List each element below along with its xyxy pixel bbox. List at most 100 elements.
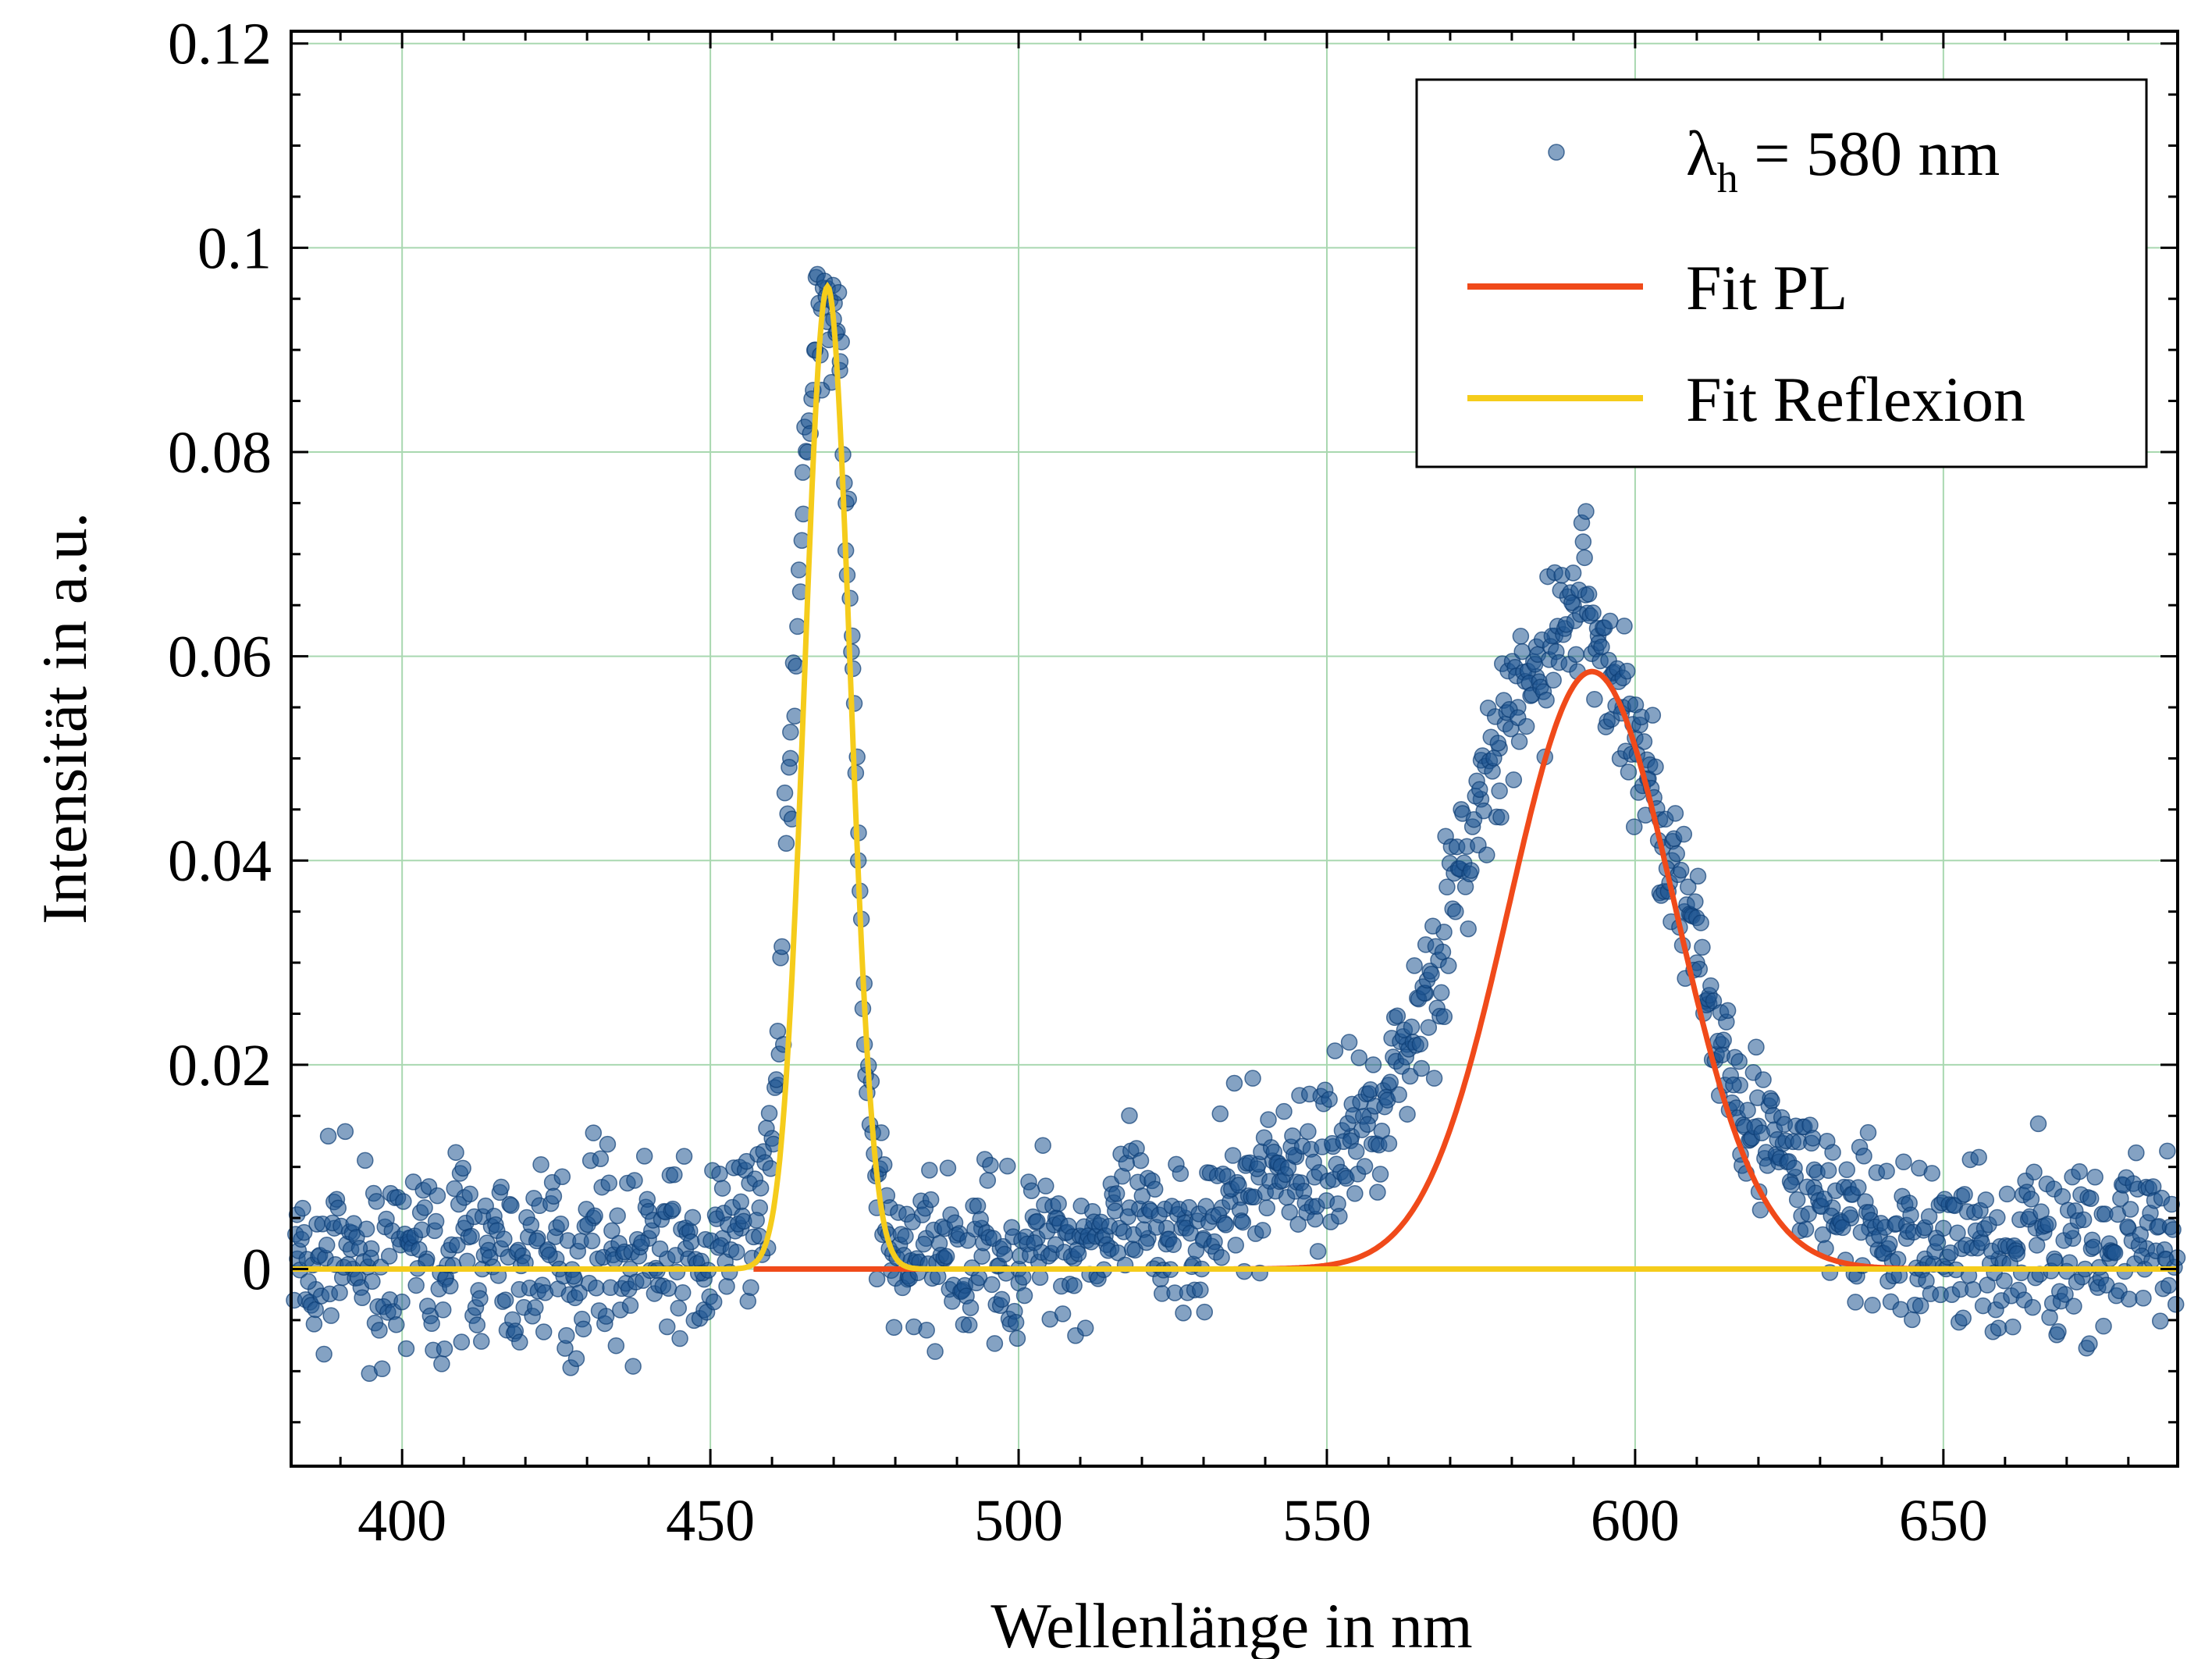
legend: λh = 580 nm Fit PL Fit Reflexion — [1415, 78, 2148, 468]
data-point — [1227, 1237, 1244, 1254]
data-point — [1880, 1235, 1898, 1253]
data-point — [1889, 1251, 1907, 1268]
data-point — [434, 1301, 452, 1319]
data-point — [2028, 1237, 2046, 1254]
data-point — [996, 1245, 1013, 1263]
data-point — [794, 464, 812, 481]
data-point — [329, 1199, 347, 1217]
data-point — [454, 1159, 471, 1177]
data-point — [1786, 1159, 1803, 1177]
data-point — [1439, 957, 1457, 974]
data-point — [705, 1293, 723, 1311]
data-point — [1824, 1144, 1841, 1161]
data-point — [1990, 1319, 2008, 1337]
data-point — [331, 1283, 348, 1301]
data-point — [1463, 862, 1480, 879]
data-point — [1460, 920, 1477, 938]
data-point — [1015, 1287, 1033, 1305]
data-point — [2135, 1290, 2152, 1307]
data-point — [732, 1193, 749, 1211]
legend-marker-measured — [1548, 144, 1565, 161]
data-point — [1902, 1206, 1919, 1224]
data-point — [429, 1187, 446, 1205]
x-tick-label: 550 — [1282, 1488, 1371, 1554]
data-point — [1069, 1245, 1087, 1262]
data-point — [1192, 1281, 1209, 1298]
data-point — [1715, 1031, 1732, 1048]
data-point — [592, 1150, 610, 1168]
data-point — [357, 1220, 375, 1238]
data-point — [1485, 749, 1503, 767]
x-tick-label: 600 — [1591, 1488, 1680, 1554]
data-point — [1423, 965, 1440, 983]
data-point — [969, 1197, 987, 1215]
data-point — [1505, 771, 1523, 789]
data-point — [1584, 604, 1602, 621]
legend-label-measured: λh = 580 nm — [1686, 118, 2000, 201]
plot-frame — [290, 30, 2179, 1468]
data-point — [2086, 1169, 2104, 1186]
data-point — [1373, 1123, 1391, 1140]
data-point — [1300, 1123, 1317, 1141]
data-point — [767, 1071, 785, 1088]
data-point — [1668, 845, 1685, 863]
data-point — [1739, 1102, 1756, 1119]
data-point — [1725, 1076, 1742, 1094]
data-point — [2057, 1286, 2074, 1303]
data-point — [1625, 818, 1643, 835]
data-point — [926, 1343, 944, 1360]
data-point — [1998, 1185, 2016, 1203]
data-point — [600, 1174, 618, 1192]
data-point — [1133, 1187, 1151, 1205]
data-point — [1258, 1199, 1275, 1216]
data-point — [1616, 618, 1633, 635]
data-point — [1977, 1191, 1995, 1209]
data-point — [1702, 977, 1719, 995]
data-point — [1406, 957, 1423, 974]
data-point — [1510, 733, 1528, 750]
data-point — [1108, 1185, 1126, 1202]
data-point — [1489, 735, 1507, 752]
data-point — [713, 1180, 731, 1197]
data-point — [1602, 612, 1619, 630]
data-point — [1347, 1143, 1365, 1160]
data-point — [496, 1291, 514, 1308]
data-point — [496, 1230, 513, 1248]
y-tick-labels: 0 0.02 0.04 0.06 0.08 0.1 0.12 — [168, 12, 272, 1303]
data-point — [2121, 1291, 2138, 1308]
data-point — [1965, 1281, 1982, 1298]
data-point — [2065, 1298, 2082, 1315]
data-point — [2041, 1308, 2058, 1326]
data-point — [998, 1157, 1016, 1175]
data-point — [453, 1333, 471, 1351]
data-point — [1620, 764, 1638, 781]
data-point — [1022, 1182, 1040, 1199]
data-point — [449, 1237, 466, 1254]
data-point — [574, 1320, 592, 1338]
data-point — [789, 618, 806, 635]
data-point — [1923, 1165, 1940, 1182]
data-point — [1432, 984, 1450, 1002]
y-tick-label: 0.02 — [168, 1033, 272, 1098]
data-point — [318, 1237, 336, 1254]
data-point — [624, 1358, 642, 1375]
data-point — [528, 1232, 546, 1250]
data-point — [1065, 1276, 1083, 1294]
data-point — [897, 1227, 914, 1245]
data-point — [651, 1240, 669, 1258]
data-point — [2040, 1216, 2057, 1233]
y-tick-label: 0.08 — [168, 420, 272, 486]
data-point — [1037, 1177, 1054, 1194]
data-point — [2160, 1276, 2178, 1294]
data-point — [1895, 1153, 1912, 1171]
data-point — [423, 1315, 440, 1333]
data-point — [1478, 846, 1495, 863]
data-point — [427, 1212, 445, 1230]
data-point — [1411, 1035, 1429, 1053]
data-point — [1031, 1269, 1049, 1287]
y-tick-label: 0.06 — [168, 625, 272, 690]
data-point — [545, 1187, 563, 1205]
data-point — [1346, 1185, 1364, 1202]
data-point — [1425, 1070, 1443, 1087]
data-point — [1054, 1305, 1072, 1323]
